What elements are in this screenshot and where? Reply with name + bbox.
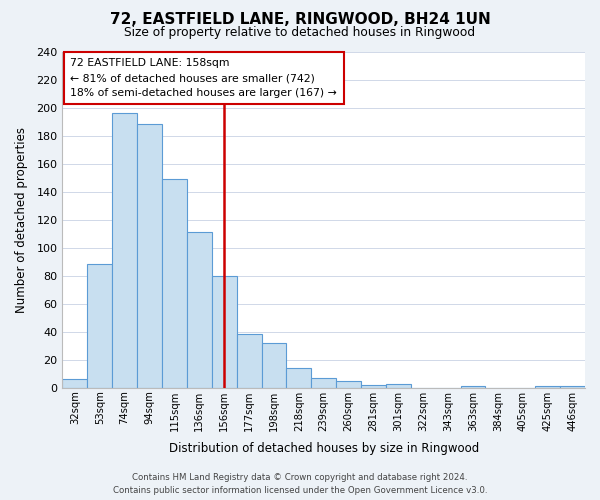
Bar (461, 386, 485, 388)
Bar (62, 380, 88, 388)
Text: 72, EASTFIELD LANE, RINGWOOD, BH24 1UN: 72, EASTFIELD LANE, RINGWOOD, BH24 1UN (110, 12, 490, 28)
Bar (112, 113, 137, 388)
Bar (262, 343, 286, 388)
Bar (187, 232, 212, 388)
Text: Size of property relative to detached houses in Ringwood: Size of property relative to detached ho… (124, 26, 476, 39)
Bar (236, 334, 262, 388)
Bar (535, 386, 560, 388)
Bar (88, 264, 112, 388)
Bar (386, 384, 411, 388)
Text: Contains HM Land Registry data © Crown copyright and database right 2024.
Contai: Contains HM Land Registry data © Crown c… (113, 473, 487, 495)
Bar (137, 124, 162, 388)
Bar (560, 386, 585, 388)
X-axis label: Distribution of detached houses by size in Ringwood: Distribution of detached houses by size … (169, 442, 479, 455)
Text: 72 EASTFIELD LANE: 158sqm
← 81% of detached houses are smaller (742)
18% of semi: 72 EASTFIELD LANE: 158sqm ← 81% of detac… (70, 58, 337, 98)
Bar (311, 378, 336, 388)
Bar (286, 368, 311, 388)
Bar (162, 179, 187, 388)
Bar (212, 276, 236, 388)
Bar (361, 385, 386, 388)
Bar (336, 380, 361, 388)
Y-axis label: Number of detached properties: Number of detached properties (15, 126, 28, 312)
